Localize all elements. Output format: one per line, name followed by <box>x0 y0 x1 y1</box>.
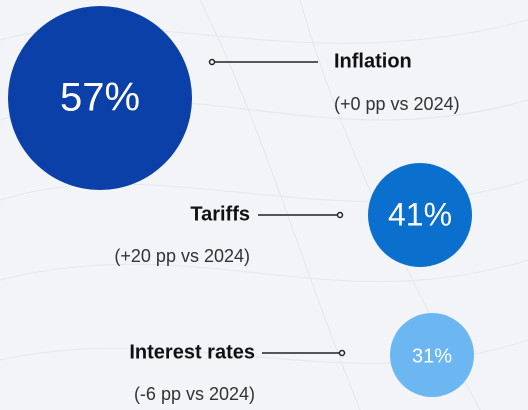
connector-dot <box>208 58 216 66</box>
connector-dot <box>336 211 344 219</box>
bubble <box>8 6 192 190</box>
value-label: 31% <box>412 345 452 367</box>
connector-dot <box>338 349 346 357</box>
annotation: (+0 pp vs 2024) <box>334 94 460 114</box>
category-label: Inflation <box>334 50 412 72</box>
category-label: Interest rates <box>129 341 255 363</box>
value-label: 57% <box>60 76 140 120</box>
category-label: Tariffs <box>190 203 250 225</box>
value-label: 41% <box>388 196 452 232</box>
annotation: (-6 pp vs 2024) <box>134 384 255 404</box>
bubble <box>368 163 472 267</box>
annotation: (+20 pp vs 2024) <box>114 246 250 266</box>
bubble <box>390 313 474 397</box>
